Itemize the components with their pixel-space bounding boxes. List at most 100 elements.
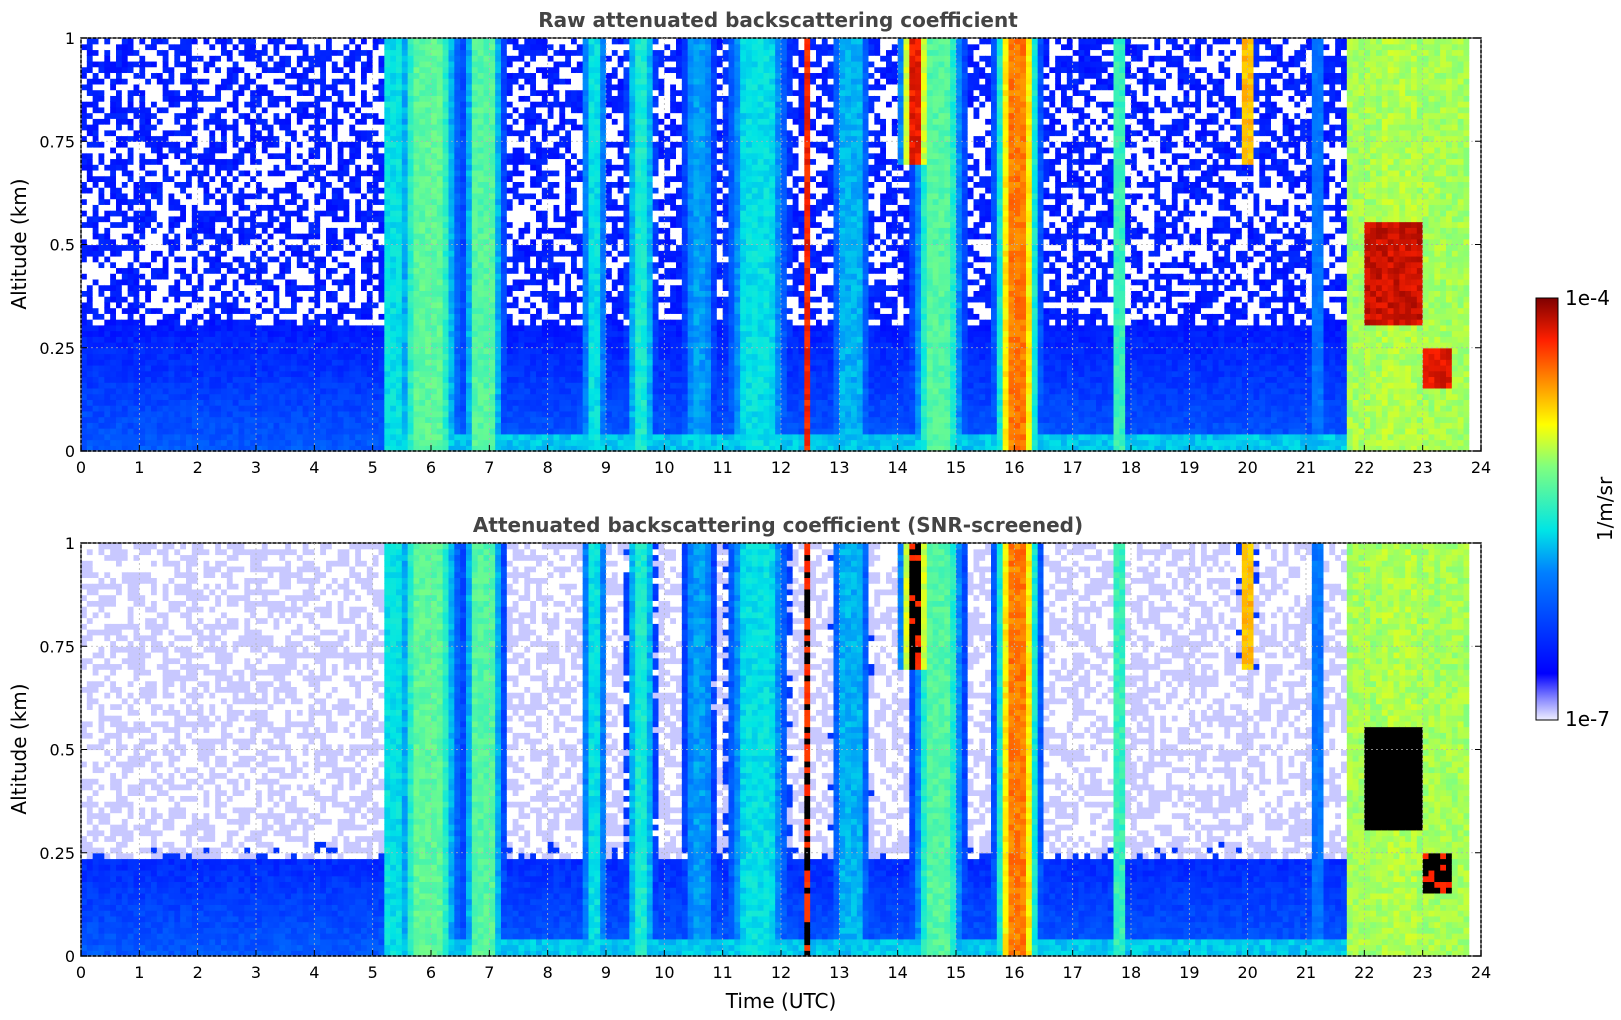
heatmap-cell	[436, 43, 444, 51]
heatmap-cell	[349, 55, 356, 62]
heatmap-cell	[133, 164, 140, 171]
heatmap-cell	[127, 255, 135, 263]
heatmap-cell	[174, 78, 181, 85]
heatmap-cell	[215, 296, 222, 303]
heatmap-cell	[471, 112, 479, 119]
heatmap-cell	[92, 267, 100, 274]
heatmap-cell	[121, 278, 129, 286]
heatmap-cell	[349, 129, 356, 137]
heatmap-cell	[314, 169, 321, 177]
heatmap-cell	[104, 347, 111, 355]
heatmap-cell	[460, 112, 467, 119]
heatmap-cell	[296, 319, 304, 326]
heatmap-cell	[366, 267, 374, 274]
heatmap-cell	[203, 78, 210, 85]
heatmap-cell	[261, 204, 269, 211]
heatmap-cell	[186, 187, 193, 194]
heatmap-cell	[343, 278, 350, 286]
heatmap-cell	[372, 60, 380, 68]
heatmap-cell	[203, 370, 210, 378]
heatmap-cell	[296, 238, 304, 246]
heatmap-cell	[267, 330, 275, 337]
heatmap-cell	[285, 175, 292, 183]
heatmap-cell	[98, 445, 105, 452]
heatmap-cell	[436, 198, 444, 205]
heatmap-cell	[448, 405, 455, 412]
heatmap-cell	[302, 347, 310, 355]
heatmap-cell	[261, 95, 269, 102]
heatmap-cell	[156, 273, 164, 280]
heatmap-cell	[156, 95, 164, 102]
heatmap-cell	[361, 164, 368, 171]
heatmap-cell	[133, 382, 140, 389]
heatmap-cell	[320, 43, 327, 51]
heatmap-cell	[396, 129, 403, 137]
heatmap-cell	[471, 364, 479, 372]
heatmap-cell	[326, 192, 333, 200]
heatmap-cell	[168, 83, 175, 91]
heatmap-cell	[203, 433, 210, 441]
heatmap-cell	[471, 382, 479, 389]
heatmap-cell	[326, 95, 333, 102]
heatmap-cell	[238, 101, 245, 108]
heatmap-cell	[454, 319, 461, 326]
heatmap-cell	[413, 221, 420, 228]
heatmap-cell	[291, 301, 298, 309]
heatmap-cell	[127, 129, 135, 137]
heatmap-cell	[436, 187, 444, 194]
heatmap-cell	[215, 445, 222, 452]
heatmap-cell	[349, 198, 356, 205]
heatmap-cell	[431, 433, 438, 441]
heatmap-cell	[186, 399, 193, 406]
heatmap-cell	[156, 181, 164, 188]
heatmap-cell	[250, 192, 257, 200]
heatmap-cell	[104, 233, 111, 240]
heatmap-cell	[349, 112, 356, 119]
heatmap-cell	[384, 55, 391, 62]
heatmap-cell	[238, 307, 245, 314]
heatmap-cell	[361, 364, 368, 372]
heatmap-cell	[436, 55, 444, 62]
heatmap-cell	[448, 244, 455, 251]
heatmap-cell	[209, 227, 216, 234]
heatmap-cell	[355, 301, 362, 309]
heatmap-cell	[471, 370, 479, 378]
heatmap-cell	[215, 301, 222, 309]
heatmap-cell	[308, 319, 315, 326]
heatmap-cell	[279, 72, 286, 79]
heatmap-cell	[448, 233, 455, 240]
heatmap-cell	[250, 399, 257, 406]
heatmap-cell	[221, 118, 228, 125]
heatmap-cell	[86, 433, 94, 441]
heatmap-cell	[186, 250, 193, 257]
heatmap-cell	[471, 399, 479, 406]
heatmap-cell	[215, 330, 222, 337]
heatmap-cell	[261, 187, 269, 194]
heatmap-cell	[454, 399, 461, 406]
heatmap-cell	[384, 405, 391, 412]
heatmap-cell	[92, 204, 100, 211]
heatmap-cell	[127, 439, 135, 446]
heatmap-cell	[92, 250, 100, 257]
heatmap-cell	[168, 347, 175, 355]
heatmap-cell	[151, 267, 158, 274]
heatmap-cell	[460, 221, 467, 228]
heatmap-cell	[425, 313, 432, 320]
heatmap-cell	[349, 324, 356, 332]
heatmap-cell	[186, 387, 193, 395]
heatmap-cell	[390, 324, 397, 332]
panel-title: Raw attenuated backscattering coefficien…	[538, 8, 1018, 32]
heatmap-cell	[372, 233, 380, 240]
heatmap-cell	[244, 169, 251, 177]
heatmap-cell	[162, 370, 170, 378]
heatmap-cell	[431, 112, 438, 119]
heatmap-cell	[378, 83, 385, 91]
heatmap-cell	[203, 60, 210, 68]
heatmap-cell	[209, 250, 216, 257]
heatmap-cell	[477, 428, 485, 435]
heatmap-cell	[471, 72, 479, 79]
heatmap-cell	[460, 319, 467, 326]
heatmap-cell	[436, 342, 444, 349]
heatmap-cell	[296, 198, 304, 205]
heatmap-cell	[110, 364, 117, 372]
